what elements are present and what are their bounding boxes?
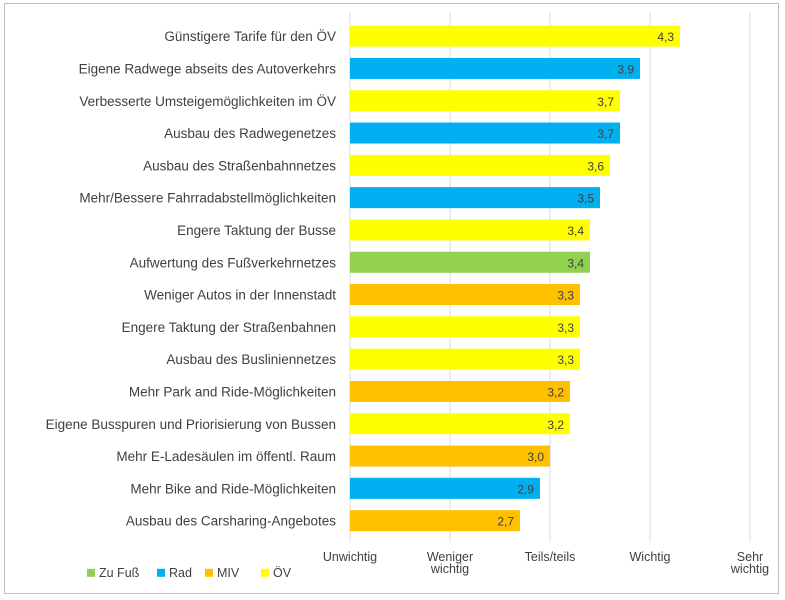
x-tick-label: Sehr wichtig (730, 550, 769, 576)
value-label: 3,3 (557, 353, 574, 367)
legend-label: Rad (169, 566, 192, 580)
chart-frame: Günstigere Tarife für den ÖV Eigene Radwe… (4, 3, 779, 594)
legend-label: MIV (217, 566, 240, 580)
category-label: Engere Taktung der Busse (177, 223, 336, 238)
value-label: 2,9 (517, 482, 534, 496)
category-label: Ausbau des Radwegenetzes (164, 126, 336, 141)
value-label: 3,9 (617, 62, 634, 76)
bar (350, 57, 640, 79)
value-label: 3,2 (547, 418, 564, 432)
category-label: Engere Taktung der Straßenbahnen (122, 320, 336, 335)
bar (350, 219, 590, 241)
x-tick-label-line: Sehr (737, 550, 763, 564)
legend-swatch (87, 568, 95, 577)
category-label: Ausbau des Carsharing-Angebotes (126, 514, 336, 529)
category-label: Eigene Busspuren und Priorisierung von B… (46, 417, 336, 432)
bar (350, 90, 620, 112)
category-label: Weniger Autos in der Innenstadt (144, 288, 336, 303)
x-tick-label-line: Unwichtig (323, 550, 377, 564)
bar (350, 380, 570, 402)
value-label: 3,4 (567, 224, 584, 238)
x-tick-label-line: Wichtig (630, 550, 671, 564)
bar (350, 477, 540, 499)
value-label: 3,4 (567, 256, 584, 270)
legend-swatch (261, 568, 269, 577)
category-label: Mehr E-Ladesäulen im öffentl. Raum (116, 449, 336, 464)
value-label: 3,6 (587, 159, 604, 173)
category-label: Ausbau des Straßenbahnnetzes (143, 158, 336, 173)
x-tick-label: Wichtig (630, 550, 671, 564)
value-label: 3,7 (597, 127, 614, 141)
bar (350, 348, 580, 370)
value-label: 2,7 (497, 515, 514, 529)
bar (350, 413, 570, 435)
category-label: Verbesserte Umsteigemöglichkeiten im ÖV (79, 94, 336, 109)
bar (350, 284, 580, 306)
category-label: Eigene Radwege abseits des Autoverkehrs (79, 61, 337, 76)
x-tick-label: Teils/teils (525, 550, 576, 564)
bar (350, 154, 610, 176)
x-tick-label-line: Teils/teils (525, 550, 576, 564)
value-labels: 4,3 3,9 3,7 3,7 3,6 3,5 3,4 3,4 3,3 3,3 3,3 3,2 3,2 3… (497, 30, 674, 529)
bar (350, 251, 590, 273)
value-label: 3,5 (577, 192, 594, 206)
category-label: Mehr/Bessere Fahrradabstellmöglichkeiten (79, 191, 336, 206)
category-label: Günstigere Tarife für den ÖV (164, 29, 336, 44)
bar (350, 445, 550, 467)
bar-chart: Günstigere Tarife für den ÖV Eigene Radwe… (46, 12, 769, 580)
legend-swatch (157, 568, 165, 577)
legend-label: ÖV (273, 566, 292, 580)
bar (350, 316, 580, 338)
category-label: Mehr Bike and Ride-Möglichkeiten (130, 481, 336, 496)
category-label: Mehr Park and Ride-Möglichkeiten (129, 384, 336, 399)
bars (350, 25, 680, 532)
x-tick-label: Weniger wichtig (427, 550, 473, 576)
bar (350, 510, 520, 532)
x-tick-label-line: wichtig (730, 562, 769, 576)
legend: Zu Fuß Rad MIV ÖV (87, 566, 292, 580)
legend-label: Zu Fuß (99, 566, 140, 580)
legend-swatch (205, 568, 213, 577)
value-label: 3,7 (597, 95, 614, 109)
category-labels: Günstigere Tarife für den ÖV Eigene Radwe… (46, 29, 337, 529)
bar (350, 25, 680, 47)
category-label: Ausbau des Busliniennetzes (166, 352, 336, 367)
category-label: Aufwertung des Fußverkehrnetzes (130, 255, 337, 270)
bar (350, 187, 600, 209)
value-label: 3,0 (527, 450, 544, 464)
bar (350, 122, 620, 144)
value-label: 4,3 (657, 30, 674, 44)
value-label: 3,3 (557, 321, 574, 335)
value-label: 3,2 (547, 385, 564, 399)
x-tick-label: Unwichtig (323, 550, 377, 564)
x-tick-label-line: Weniger (427, 550, 473, 564)
value-label: 3,3 (557, 289, 574, 303)
x-tick-label-line: wichtig (430, 562, 469, 576)
